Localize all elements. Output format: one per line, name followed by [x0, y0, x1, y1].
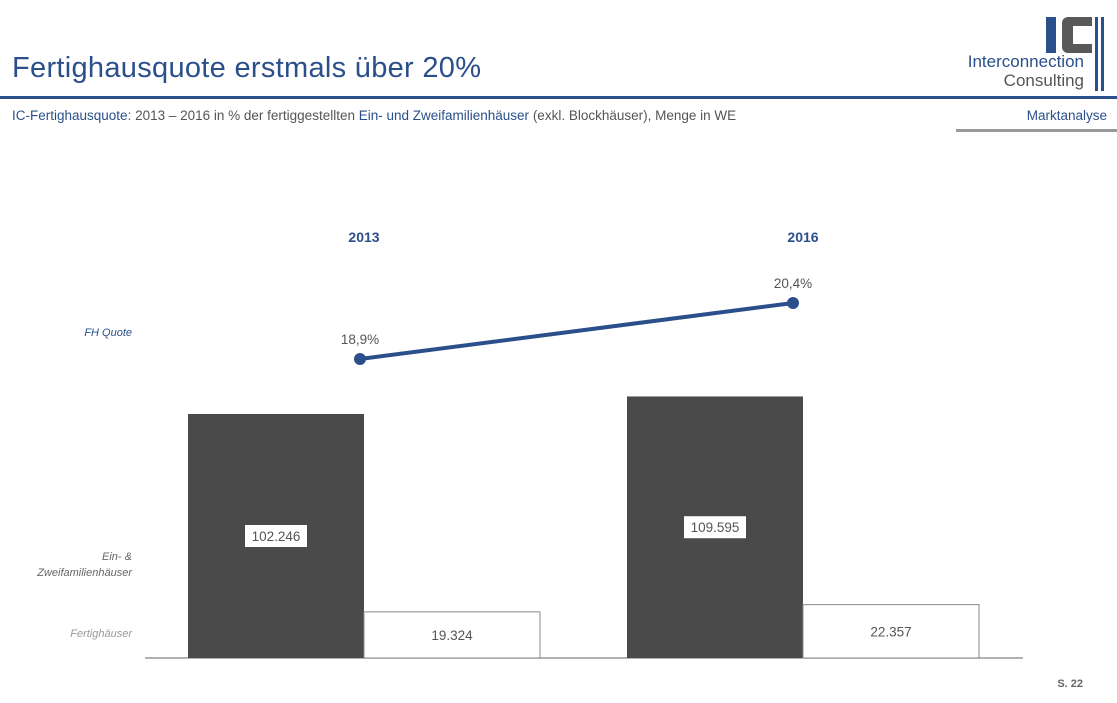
row-label-efh-line2: Zweifamilienhäuser [37, 567, 132, 579]
subtitle-unit: (exkl. Blockhäuser), Menge in WE [529, 108, 737, 123]
logo-bar [1095, 17, 1098, 91]
company-logo: Interconnection Consulting [950, 14, 1110, 94]
ic-logo-icon [1046, 17, 1092, 53]
logo-bar [1101, 17, 1104, 91]
quote-point-2016 [787, 297, 799, 309]
bar-efh-label-box-2013 [245, 525, 307, 547]
page-number: S. 22 [1057, 678, 1083, 690]
logo-text-line1: Interconnection [967, 52, 1084, 71]
bar-fh-2013 [363, 611, 541, 659]
row-label-fh: Fertighäuser [70, 628, 132, 640]
row-label-efh: Ein- & Zweifamilienhäuser [37, 549, 132, 581]
row-label-efh-line1: Ein- & [102, 551, 132, 563]
category-label-2016: 2016 [787, 229, 818, 245]
subtitle-segment: Ein- und Zweifamilienhäuser [358, 108, 530, 123]
chart-subtitle: IC-Fertighausquote: 2013 – 2016 in % der… [12, 108, 736, 123]
row-label-quote: FH Quote [84, 327, 132, 339]
quote-line [359, 301, 794, 361]
bar-efh-label-box-2016 [684, 516, 746, 539]
quote-value-2013: 18,9% [341, 332, 379, 347]
subtitle-period: : 2013 – 2016 in % der fertiggestellten [127, 108, 359, 123]
quote-point-2013 [354, 353, 366, 365]
subtitle-metric: IC-Fertighausquote [12, 108, 128, 123]
bar-efh-value-2013: 102.246 [252, 529, 301, 544]
section-rule [956, 129, 1117, 132]
bar-fh-value-2016: 22.357 [870, 624, 911, 639]
category-label-2013: 2013 [348, 229, 379, 245]
section-label: Marktanalyse [1026, 108, 1107, 123]
bar-efh-value-2016: 109.595 [691, 520, 740, 535]
bar-fh-value-2013: 19.324 [431, 628, 473, 643]
page-title: Fertighausquote erstmals über 20% [12, 52, 482, 84]
logo-text-line2: Consulting [1003, 71, 1084, 90]
bar-fh-2016 [802, 604, 980, 659]
quote-value-2016: 20,4% [774, 276, 812, 291]
header-rule [0, 96, 1117, 99]
